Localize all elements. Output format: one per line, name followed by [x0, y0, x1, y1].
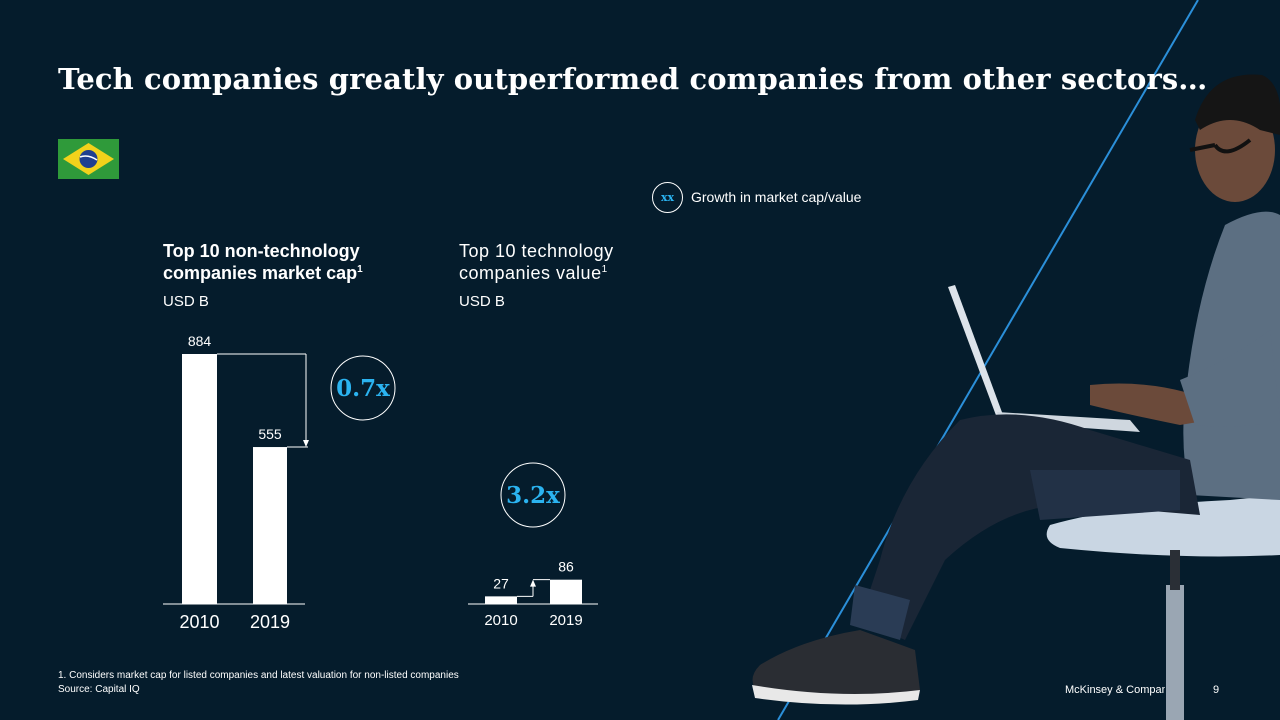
chart2-bar-2010 [485, 596, 517, 604]
chart1-bar-2019 [253, 447, 287, 604]
chart2-data-label-2010: 27 [493, 575, 509, 591]
chart2-footnote-marker: 1 [601, 264, 608, 275]
chart1-data-label-2019: 555 [258, 426, 282, 442]
footnote: 1. Considers market cap for listed compa… [58, 669, 459, 697]
chart1-growth-arrowhead [303, 440, 309, 448]
chair-seat [1046, 495, 1280, 557]
diagonal-accent-line [777, 0, 1199, 720]
chart2-growth-arrowhead [530, 579, 536, 587]
page-number: 9 [1213, 684, 1220, 696]
chart1-title-text: Top 10 non-technology companies market c… [163, 241, 360, 283]
glasses [1189, 138, 1252, 154]
chair-gaslift [1170, 550, 1180, 590]
legend-symbol: xx [652, 181, 683, 213]
laptop-screen [948, 285, 1003, 418]
cuff [850, 585, 910, 640]
chart2-growth-circle [500, 462, 566, 528]
shoe-sole [752, 685, 920, 705]
chart2-title: Top 10 technology companies value1 [459, 240, 659, 284]
chart2-tick-2010: 2010 [484, 612, 517, 629]
person-arm [1090, 383, 1210, 425]
person-hair [1195, 74, 1280, 135]
chart1-footnote-marker: 1 [357, 264, 363, 275]
chart1-data-label-2010: 884 [188, 333, 212, 349]
chart2-tick-2019: 2019 [549, 612, 582, 629]
chart2-title-text: Top 10 technology companies value [459, 241, 614, 283]
chair-stem [1166, 585, 1184, 720]
footnote-note: 1. Considers market cap for listed compa… [58, 670, 459, 681]
chart1-growth-label: 0.7x [336, 375, 390, 402]
chart1-tick-2019: 2019 [250, 612, 290, 632]
legend-label: Growth in market cap/value [691, 189, 862, 205]
chart1-tick-2010: 2010 [179, 612, 219, 632]
brand-name: McKinsey & Company [1065, 684, 1165, 696]
chart1-unit: USD B [163, 293, 209, 310]
chart2-data-label-2019: 86 [558, 559, 574, 575]
chart2-bar-2019 [550, 579, 582, 604]
chart1-title: Top 10 non-technology companies market c… [163, 240, 423, 284]
chart2-unit: USD B [459, 293, 505, 310]
shoe [752, 630, 920, 699]
footnote-source: Source: Capital IQ [58, 684, 140, 695]
legend: xx Growth in market cap/value [652, 181, 861, 213]
chart1-bar-2010 [182, 354, 217, 604]
chart2-growth-label: 3.2x [506, 482, 560, 509]
person-shin [1030, 470, 1180, 520]
page-title: Tech companies greatly outperformed comp… [58, 62, 1208, 96]
brazil-flag-icon [58, 139, 119, 179]
person-sleeve [1180, 330, 1280, 427]
chart1-growth-circle [330, 355, 396, 421]
